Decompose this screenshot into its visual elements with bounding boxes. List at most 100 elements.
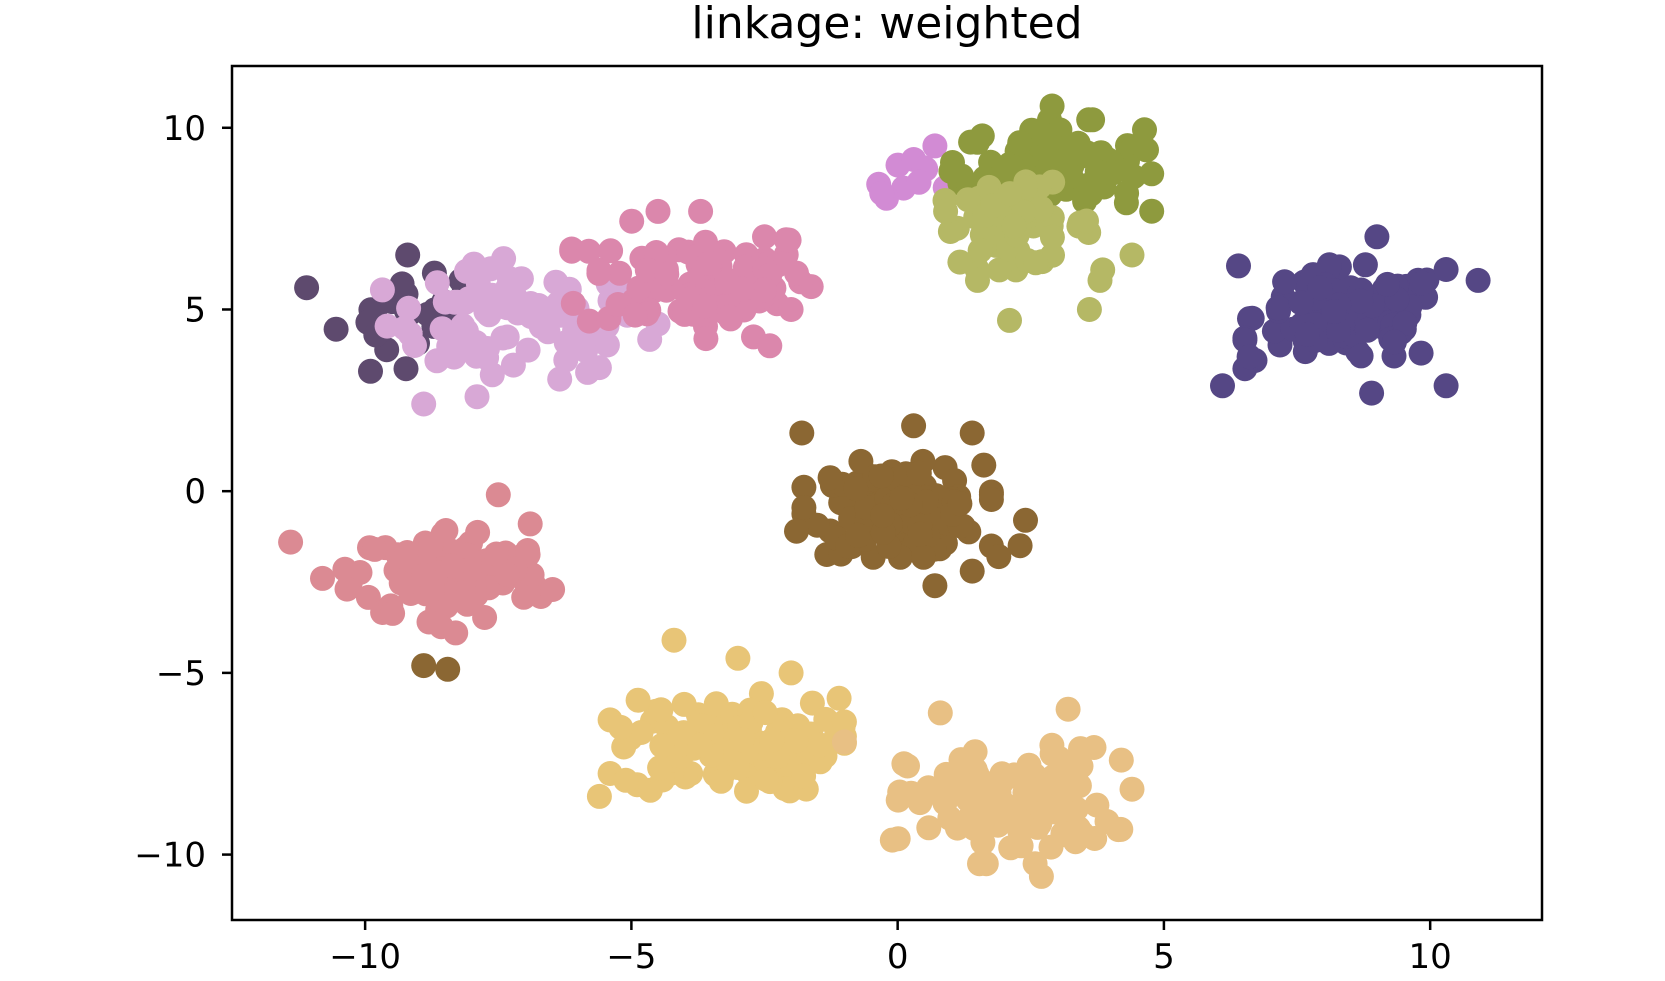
data-point [974, 771, 1000, 797]
data-point [1272, 269, 1298, 295]
data-point [1007, 533, 1033, 559]
data-point [784, 260, 809, 286]
x-tick-label: 5 [1153, 937, 1175, 977]
data-point [831, 729, 857, 755]
data-point [388, 570, 414, 596]
data-point [967, 851, 992, 877]
x-axis: −10 −5 0 5 10 [329, 920, 1452, 977]
data-point [1265, 295, 1291, 321]
data-point [1078, 181, 1104, 207]
data-point [1007, 807, 1032, 833]
data-point [965, 267, 990, 293]
data-point [1108, 747, 1134, 773]
y-tick-label: −10 [134, 836, 206, 876]
data-point [752, 700, 778, 726]
data-point [1288, 290, 1314, 316]
data-point [959, 420, 985, 446]
data-point [472, 605, 498, 630]
data-point [804, 512, 830, 538]
data-point [278, 529, 304, 555]
cluster-6 [1210, 224, 1491, 406]
data-point [693, 326, 719, 352]
data-point [927, 700, 953, 726]
data-point [429, 316, 455, 342]
data-point [1087, 267, 1113, 293]
data-point [729, 727, 755, 753]
data-point [1321, 299, 1347, 324]
data-point [323, 316, 349, 342]
data-point [791, 474, 817, 500]
data-point [450, 588, 475, 614]
data-point [518, 291, 544, 316]
data-point [1139, 161, 1165, 187]
data-point [491, 246, 517, 272]
data-point [868, 463, 894, 489]
data-point [1007, 130, 1033, 156]
points-layer [278, 93, 1491, 889]
data-point [1076, 297, 1102, 322]
data-point [420, 577, 446, 603]
cluster-7 [784, 413, 1038, 599]
data-point [442, 289, 468, 315]
data-point [911, 544, 936, 570]
data-point [396, 295, 422, 321]
data-point [358, 358, 383, 384]
data-point [1050, 821, 1076, 847]
data-point [1359, 380, 1385, 406]
data-point [1100, 160, 1126, 186]
data-point [1237, 306, 1262, 332]
data-point [654, 261, 680, 287]
data-point [922, 573, 948, 599]
data-point [443, 620, 469, 646]
data-point [791, 495, 817, 520]
x-tick-label: 0 [887, 937, 909, 977]
data-point [494, 324, 520, 350]
cluster-1 [369, 246, 671, 417]
data-point [547, 366, 573, 392]
data-point [1348, 288, 1374, 314]
data-point [965, 129, 990, 155]
data-point [1031, 122, 1057, 148]
plot-frame [230, 64, 1544, 922]
data-point [1364, 224, 1390, 250]
data-point [1061, 755, 1087, 780]
data-point [540, 577, 566, 602]
data-point [901, 413, 927, 439]
data-point [947, 491, 973, 517]
data-point [576, 308, 602, 334]
data-point [1039, 224, 1065, 250]
data-point [751, 277, 777, 303]
data-point [380, 600, 406, 626]
data-point [1307, 275, 1333, 301]
data-point [1119, 242, 1145, 268]
data-point [941, 775, 967, 801]
cluster-11 [831, 696, 1145, 889]
data-point [464, 384, 490, 410]
data-point [395, 242, 421, 268]
cluster-5 [932, 169, 1145, 333]
data-point [483, 541, 509, 567]
data-point [671, 691, 697, 717]
data-point [692, 293, 718, 319]
data-point [831, 709, 857, 735]
data-point [845, 522, 871, 548]
data-point [454, 258, 479, 284]
data-point [1236, 344, 1262, 370]
data-point [511, 584, 537, 610]
chart-title: linkage: weighted [691, 0, 1082, 49]
data-point [1105, 817, 1131, 843]
data-point [1080, 107, 1106, 133]
data-point [703, 691, 729, 717]
data-point [1074, 208, 1099, 234]
data-point [869, 180, 895, 206]
data-point [907, 790, 933, 816]
data-point [1226, 253, 1251, 279]
data-point [955, 187, 981, 213]
data-point [967, 238, 993, 264]
data-point [465, 519, 491, 545]
data-point [515, 538, 541, 563]
data-point [789, 420, 815, 446]
data-point [870, 503, 896, 528]
data-point [937, 219, 963, 244]
data-point [440, 553, 466, 579]
